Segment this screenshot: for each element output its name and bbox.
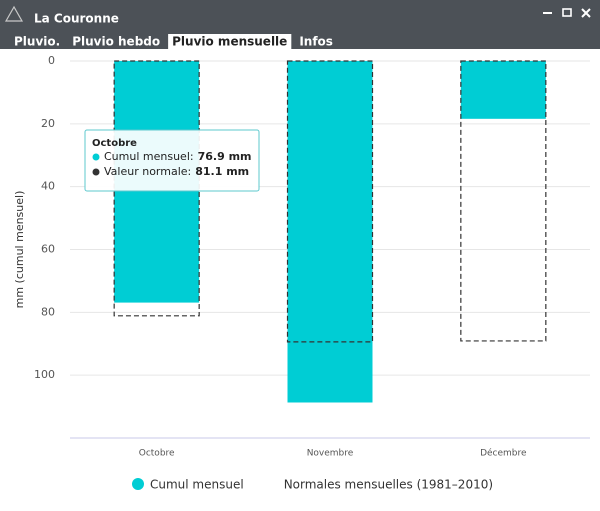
normal-bar	[460, 60, 547, 342]
tooltip-value: 81.1 mm	[195, 165, 249, 178]
y-tick-label: 20	[41, 117, 55, 130]
tooltip-box	[84, 129, 260, 192]
chart: 0 20 40 60 80 100 mm (cumul mensuel) Octobre Nov…	[13, 54, 590, 492]
tab-bar: Pluvio. Pluvio hebdo Pluvio mensuelle Infos	[14, 34, 333, 49]
tooltip-value: 76.9 mm	[198, 150, 252, 163]
y-axis-label: mm (cumul mensuel)	[13, 191, 26, 309]
app-icon	[4, 5, 24, 22]
legend-label[interactable]: Normales mensuelles (1981–2010)	[284, 478, 493, 492]
tooltip-label: Cumul mensuel:	[104, 150, 194, 163]
tab-label[interactable]: Infos	[299, 35, 333, 49]
window-title: La Couronne	[34, 12, 119, 26]
tab-selected[interactable]	[168, 34, 292, 49]
tooltip-label: Valeur normale:	[104, 165, 191, 178]
tab-label[interactable]: Pluvio.	[14, 35, 60, 49]
tab-label[interactable]: Pluvio mensuelle	[172, 35, 287, 49]
legend-marker	[132, 478, 144, 490]
y-tick-label: 40	[41, 180, 55, 193]
y-tick-label: 100	[34, 368, 55, 381]
close-button[interactable]	[581, 8, 591, 18]
maximize-button[interactable]	[562, 8, 572, 17]
normal-bar	[286, 60, 374, 343]
x-tick-label: Octobre	[139, 449, 175, 459]
bar	[460, 61, 546, 119]
x-tick-label: Novembre	[307, 449, 354, 459]
tooltip-marker	[92, 153, 100, 161]
title-bar	[0, 0, 600, 49]
y-tick-label: 80	[41, 305, 55, 318]
y-tick-label: 0	[48, 54, 55, 67]
tooltip-title: Octobre	[92, 138, 137, 149]
x-tick-label: Décembre	[480, 448, 527, 459]
y-tick-label: 60	[41, 243, 55, 256]
tooltip-marker	[92, 168, 100, 176]
bar	[287, 61, 373, 403]
legend-label[interactable]: Cumul mensuel	[150, 478, 244, 492]
tab-label[interactable]: Pluvio hebdo	[72, 35, 160, 49]
